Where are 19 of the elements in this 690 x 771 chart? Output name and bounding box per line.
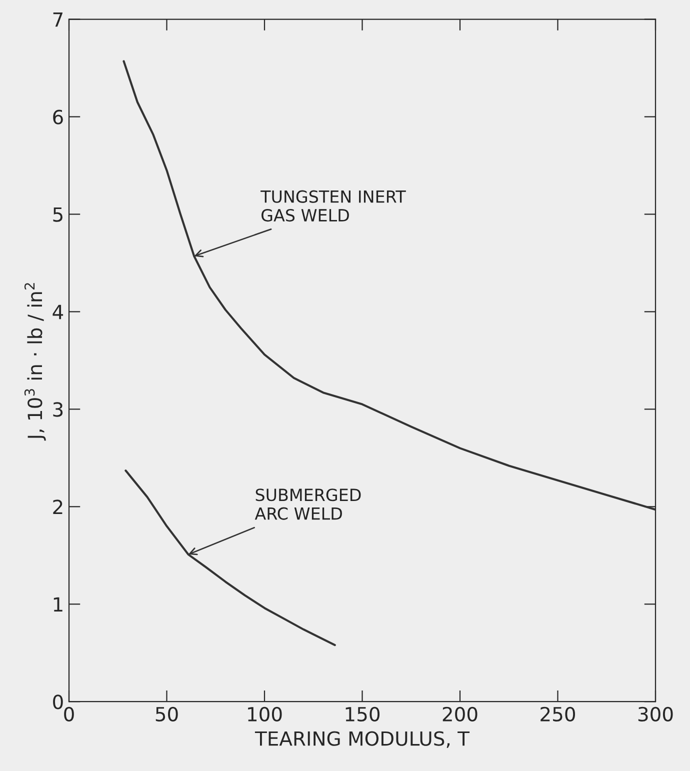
y-tick-label: 7 <box>53 12 62 27</box>
y-tick-label: 0 <box>53 694 63 710</box>
x-tick-label: 50 <box>156 706 178 722</box>
x-tick-label: 300 <box>638 706 673 722</box>
y-axis-title: J, 10$^{3}$ in · lb / in$^{2}$ <box>24 283 46 441</box>
x-tick-label: 100 <box>248 706 282 722</box>
y-tick-label: 5 <box>53 207 62 222</box>
x-tick-label: 0 <box>64 706 74 722</box>
y-tick-label: 3 <box>53 402 63 417</box>
x-tick-label: 200 <box>442 706 478 722</box>
y-tick-label: 2 <box>53 500 62 514</box>
y-tick-label: 6 <box>53 110 63 124</box>
x-axis-title: TEARING MODULUS, T <box>254 731 470 748</box>
annotation: SUBMERGED ARC WELD <box>254 488 361 520</box>
y-tick-label: 1 <box>54 597 62 612</box>
annotation: TUNGSTEN INERT GAS WELD <box>260 190 406 222</box>
x-tick-label: 250 <box>540 706 576 722</box>
y-tick-label: 4 <box>52 304 64 320</box>
x-tick-label: 150 <box>346 706 380 722</box>
